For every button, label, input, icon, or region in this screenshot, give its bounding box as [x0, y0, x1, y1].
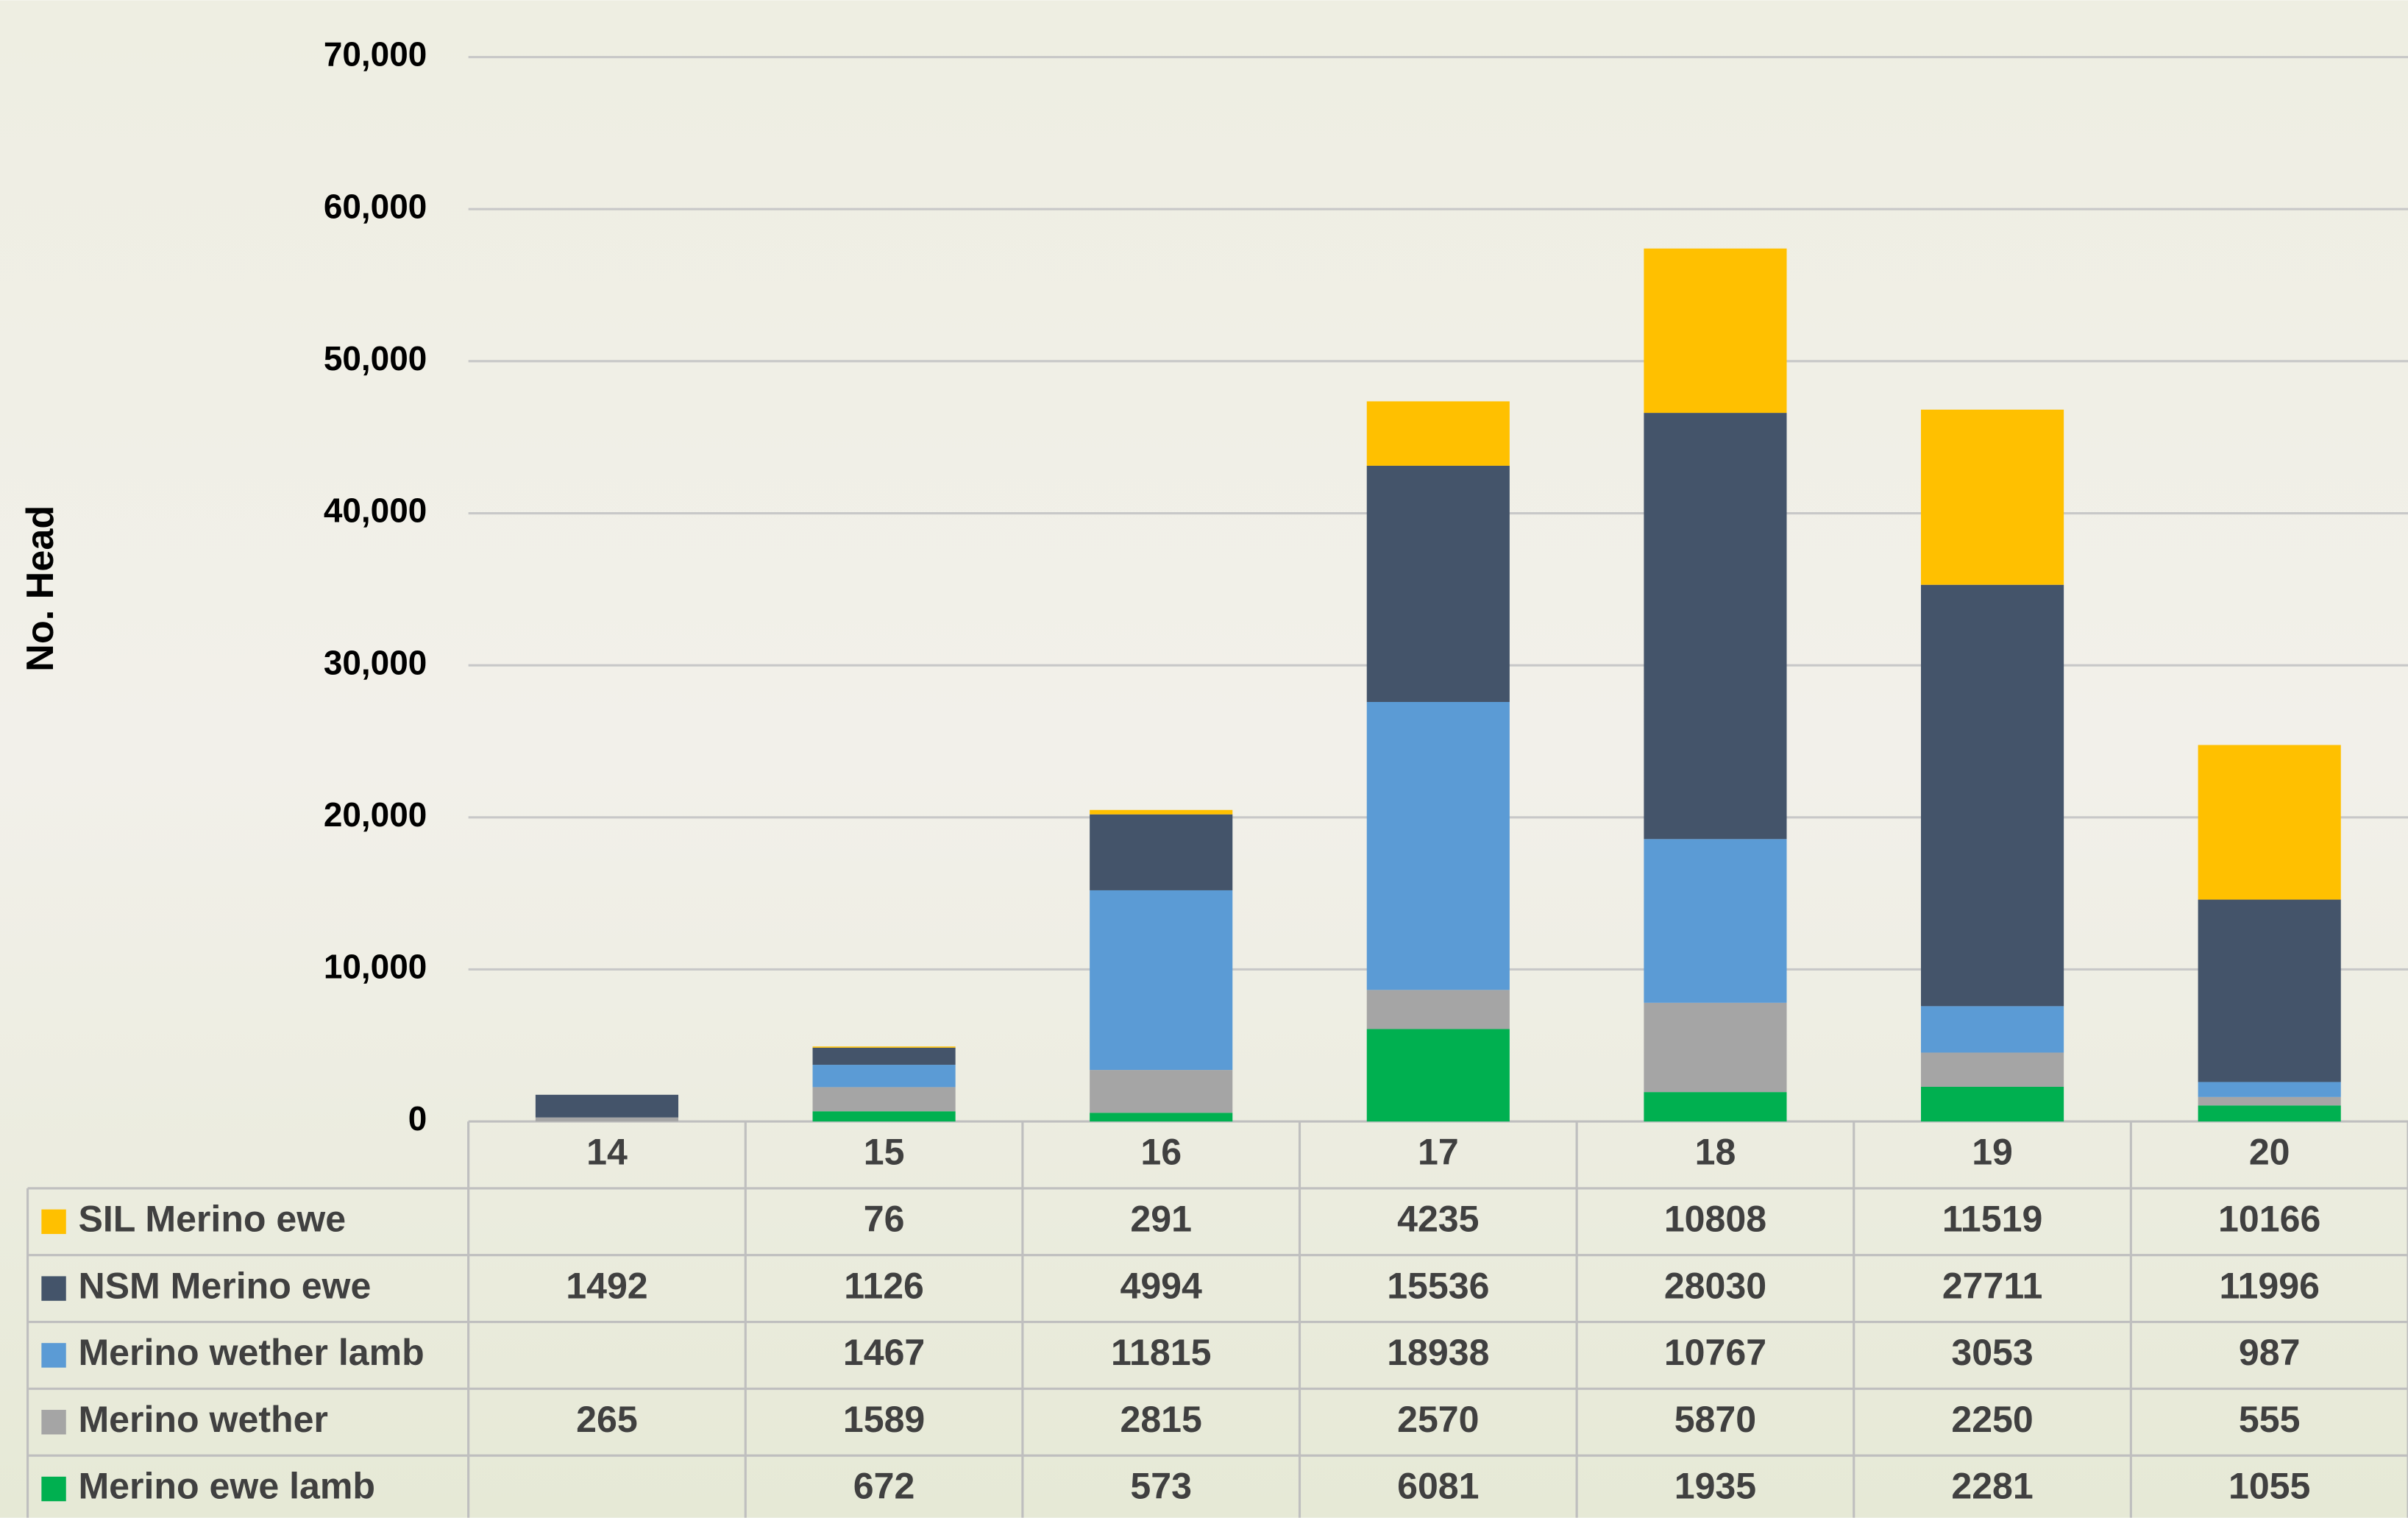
y-tick-label: 50,000: [324, 339, 427, 377]
table-value: 27711: [1942, 1265, 2042, 1306]
y-tick-label: 60,000: [324, 187, 427, 225]
bar-segment: [1366, 990, 1510, 1029]
bar-segment: [2198, 1096, 2341, 1106]
bar-segment: [1644, 1092, 1787, 1122]
bar-segment: [1921, 1006, 2064, 1053]
bar-segment: [535, 1094, 679, 1118]
table-value: 10166: [2218, 1199, 2320, 1240]
table-value: 1126: [844, 1265, 924, 1306]
table-value: 11815: [1111, 1332, 1212, 1373]
table-value: 11519: [1942, 1199, 2042, 1240]
bar-segment: [812, 1087, 956, 1112]
bar-segment: [1644, 1002, 1787, 1093]
bar-segment: [1090, 890, 1233, 1071]
table-value: 4235: [1397, 1199, 1479, 1240]
table-value: 10808: [1664, 1199, 1766, 1240]
table-value: 2815: [1120, 1399, 1201, 1440]
bar-segment: [1644, 413, 1787, 840]
legend-label: Merino wether lamb: [78, 1332, 424, 1373]
x-tick-label: 15: [864, 1132, 905, 1173]
table-value: 76: [864, 1199, 905, 1240]
legend-swatch: [41, 1476, 66, 1502]
bar-segment: [1644, 248, 1787, 414]
table-value: 18938: [1387, 1332, 1489, 1373]
bar-segment: [1921, 1052, 2064, 1087]
y-tick-label: 10,000: [324, 948, 427, 986]
table-value: 28030: [1664, 1265, 1766, 1306]
bar-segment: [1366, 701, 1510, 990]
x-tick-label: 17: [1418, 1132, 1459, 1173]
legend-label: NSM Merino ewe: [78, 1265, 371, 1306]
table-value: 1055: [2228, 1466, 2310, 1507]
bar-segment: [812, 1046, 956, 1048]
bar-segment: [1366, 401, 1510, 466]
bar-segment: [1921, 409, 2064, 585]
bar-segment: [2198, 899, 2341, 1082]
table-value: 5870: [1674, 1399, 1756, 1440]
legend-label: Merino ewe lamb: [78, 1466, 375, 1507]
bar-segment: [1921, 1086, 2064, 1122]
table-value: 573: [1130, 1466, 1192, 1507]
y-tick-label: 30,000: [324, 643, 427, 681]
bar-segment: [1090, 1070, 1233, 1113]
x-tick-label: 18: [1695, 1132, 1736, 1173]
table-value: 987: [2239, 1332, 2301, 1373]
bar-segment: [2198, 1105, 2341, 1122]
table-value: 1935: [1674, 1466, 1756, 1507]
table-value: 1467: [843, 1332, 925, 1373]
legend-label: Merino wether: [78, 1399, 327, 1440]
y-tick-label: 20,000: [324, 795, 427, 834]
legend-swatch: [41, 1276, 66, 1301]
table-value: 1589: [843, 1399, 925, 1440]
table-value: 555: [2239, 1399, 2301, 1440]
bar-segment: [535, 1117, 679, 1122]
table-value: 291: [1130, 1199, 1192, 1240]
bar-segment: [1366, 465, 1510, 702]
y-tick-label: 70,000: [324, 35, 427, 74]
bar-segment: [1644, 839, 1787, 1003]
table-value: 2570: [1397, 1399, 1479, 1440]
bar-segment: [2198, 745, 2341, 900]
bar-segment: [2198, 1082, 2341, 1097]
table-value: 10767: [1664, 1332, 1766, 1373]
legend-swatch: [41, 1410, 66, 1435]
bar-segment: [1090, 809, 1233, 815]
table-value: 11996: [2219, 1265, 2320, 1306]
bar-segment: [1366, 1029, 1510, 1122]
legend-swatch: [41, 1343, 66, 1368]
table-value: 15536: [1387, 1265, 1489, 1306]
y-tick-label: 0: [408, 1099, 427, 1138]
table-value: 265: [576, 1399, 638, 1440]
x-tick-label: 20: [2249, 1132, 2290, 1173]
y-axis-label: No. Head: [19, 506, 62, 672]
table-value: 2281: [1951, 1466, 2033, 1507]
bar-segment: [812, 1047, 956, 1065]
bar-segment: [812, 1065, 956, 1088]
bar-segment: [1090, 814, 1233, 890]
x-tick-label: 14: [586, 1132, 628, 1173]
table-value: 2250: [1951, 1399, 2033, 1440]
x-tick-label: 16: [1140, 1132, 1182, 1173]
table-value: 6081: [1397, 1466, 1479, 1507]
table-value: 4994: [1120, 1265, 1202, 1306]
legend-label: SIL Merino ewe: [78, 1199, 346, 1240]
bar-segment: [812, 1111, 956, 1122]
table-value: 672: [853, 1466, 915, 1507]
x-tick-label: 19: [1972, 1132, 2013, 1173]
table-value: 3053: [1951, 1332, 2033, 1373]
bar-segment: [1921, 584, 2064, 1007]
bar-segment: [1090, 1113, 1233, 1122]
legend-swatch: [41, 1209, 66, 1235]
y-tick-label: 40,000: [324, 492, 427, 530]
table-value: 1492: [566, 1265, 647, 1306]
